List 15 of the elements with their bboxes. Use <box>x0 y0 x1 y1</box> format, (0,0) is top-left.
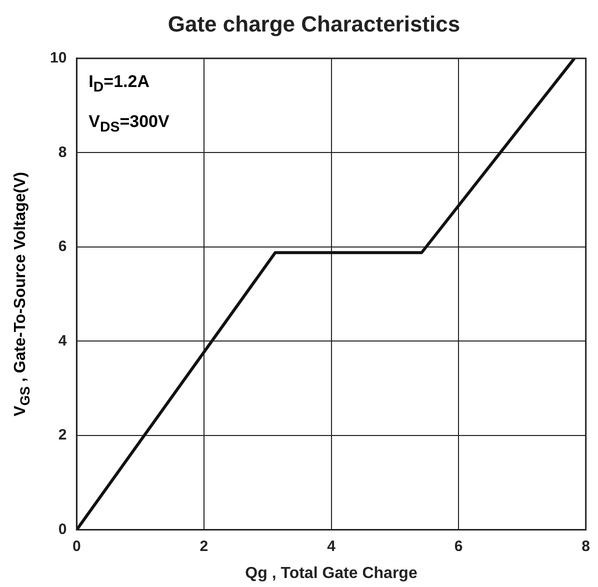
y-tick-label: 8 <box>58 144 67 161</box>
annotation: I$_{D}$=1.2A <box>88 72 150 96</box>
y-tick-label: 4 <box>58 332 68 350</box>
x-axis-title: Qg , Total Gate Charge <box>245 564 418 582</box>
y-tick-label: 10 <box>50 50 67 67</box>
x-tick-label: 2 <box>200 538 208 555</box>
y-tick-label: 0 <box>58 520 67 538</box>
x-tick-label: 4 <box>327 538 336 555</box>
x-tick-label: 6 <box>454 538 463 555</box>
y-tick-label: 2 <box>58 426 67 444</box>
annotation: V$_{DS}$=300V <box>88 112 170 136</box>
x-tick-label: 0 <box>72 538 81 555</box>
y-tick-label: 6 <box>58 238 67 256</box>
x-tick-label: 8 <box>582 538 590 555</box>
chart-title: Gate charge Characteristics <box>168 11 460 36</box>
